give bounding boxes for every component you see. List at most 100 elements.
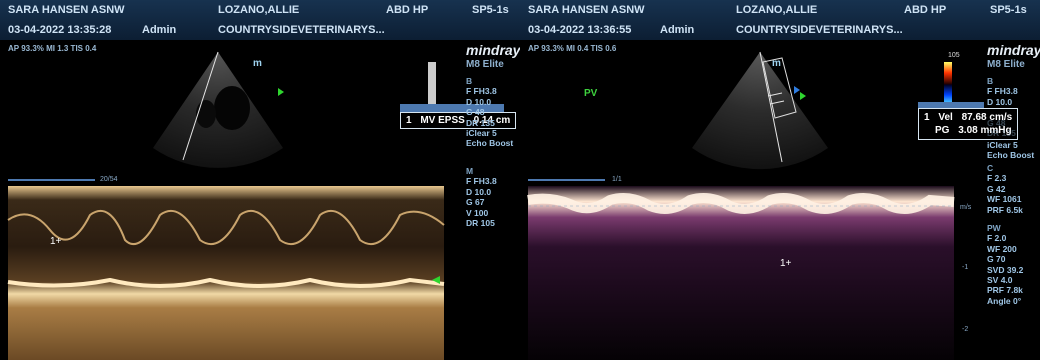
- pw-params: PW F 2.0 WF 200 G 70 SVD 39.2 SV 4.0 PRF…: [987, 223, 1023, 306]
- param-line: Echo Boost: [466, 138, 514, 149]
- timeline-marker: 1/1: [612, 176, 622, 183]
- acoustic-power-line: AP 93.3% MI 1.3 TIS 0.4: [8, 44, 97, 53]
- measurement-index: 1: [406, 115, 412, 126]
- param-line: WF 200: [987, 243, 1017, 254]
- param-line: B: [466, 76, 473, 86]
- param-line: F FH3.8: [466, 86, 497, 97]
- param-line: WF 1061: [987, 194, 1022, 205]
- param-line: Echo Boost: [987, 150, 1035, 161]
- velocity-scale-tick: -2: [962, 326, 969, 333]
- velocity-scale-unit: m/s: [960, 204, 972, 211]
- velocity-scale-tick: -1: [962, 264, 969, 271]
- doppler-spectrum: [528, 186, 954, 360]
- site-name: SARA HANSEN ASNW: [8, 4, 125, 16]
- clinic-name: COUNTRYSIDEVETERINARYS...: [736, 24, 903, 36]
- param-line: DR 105: [466, 218, 495, 229]
- orientation-marker: [800, 92, 806, 100]
- pg-label: PG: [935, 125, 950, 136]
- user-name: Admin: [660, 24, 695, 36]
- right-header: SARA HANSEN ASNW LOZANO,ALLIE ABD HP SP5…: [520, 0, 1040, 40]
- preset-label: ABD HP: [386, 4, 429, 16]
- param-line: DR 135: [987, 128, 1016, 139]
- b-mode-params: B F FH3.8 D 10.0 G 48 DR 135 iClear 5 Ec…: [466, 76, 513, 149]
- m-mode-params: M F FH3.8 D 10.0 G 67 V 100 DR 105: [466, 166, 497, 228]
- param-line: V 100: [466, 207, 489, 218]
- param-line: SVD 39.2: [987, 264, 1024, 275]
- measurement-index: 1: [924, 112, 930, 123]
- param-line: PRF 6.5k: [987, 204, 1023, 215]
- vel-label: Vel: [938, 112, 953, 123]
- param-line: F 2.0: [987, 233, 1007, 244]
- b-mode-params-obscured: G 48 DR 135: [987, 118, 1016, 139]
- param-line: G 67: [466, 197, 485, 208]
- heart-chamber: [214, 86, 250, 130]
- patient-name: LOZANO,ALLIE: [218, 4, 300, 16]
- param-line: D 10.0: [466, 186, 492, 197]
- preset-label: ABD HP: [904, 4, 947, 16]
- param-line: F FH3.8: [987, 86, 1018, 97]
- heart-chamber: [196, 100, 216, 128]
- param-line: iClear 5: [987, 140, 1018, 150]
- wall-motion-trace: [7, 277, 445, 288]
- param-line: F FH3.8: [466, 176, 497, 187]
- depth-marker-arrow: [432, 276, 440, 284]
- b-mode-params-extra: iClear 5 Echo Boost: [987, 140, 1034, 161]
- param-line: G 48: [987, 118, 1006, 128]
- sample-gate: [769, 100, 785, 105]
- color-scale-bar: [944, 62, 952, 106]
- param-line: C: [987, 163, 994, 173]
- brand-logo: mindray: [466, 42, 520, 58]
- clinic-name: COUNTRYSIDEVETERINARYS...: [218, 24, 385, 36]
- left-image-svg: m: [7, 51, 445, 360]
- mode-label: m: [253, 58, 262, 69]
- param-line: M: [466, 166, 474, 176]
- m-mode-trace: [8, 186, 444, 360]
- measurement-bar: [400, 104, 504, 112]
- left-panel-mmode: SARA HANSEN ASNW LOZANO,ALLIE ABD HP SP5…: [0, 0, 520, 360]
- param-line: DR 135: [466, 117, 495, 128]
- site-name: SARA HANSEN ASNW: [528, 4, 645, 16]
- sample-gate: [767, 92, 783, 97]
- param-line: iClear 5: [466, 128, 497, 139]
- pg-value: 3.08 mmHg: [958, 125, 1012, 136]
- exam-datetime: 03-04-2022 13:36:55: [528, 24, 632, 36]
- patient-name: LOZANO,ALLIE: [736, 4, 818, 16]
- vel-value: 87.68 cm/s: [961, 112, 1013, 123]
- param-line: Angle 0°: [987, 295, 1022, 306]
- measurement-label: MV EPSS: [420, 115, 465, 126]
- grayscale-bar: [428, 62, 436, 104]
- left-header: SARA HANSEN ASNW LOZANO,ALLIE ABD HP SP5…: [0, 0, 520, 40]
- measurement-value: 0.14 cm: [473, 115, 511, 126]
- pv-label: PV: [584, 88, 598, 99]
- param-line: B: [987, 76, 994, 86]
- b-mode-sector: [692, 52, 828, 170]
- model-name: M8 Elite: [987, 59, 1025, 70]
- exam-datetime: 03-04-2022 13:35:28: [8, 24, 112, 36]
- timeline-marker: 20/54: [100, 176, 118, 183]
- param-line: G 42: [987, 183, 1006, 194]
- param-line: D 10.0: [987, 96, 1013, 107]
- probe-label: SP5-1s: [472, 4, 509, 16]
- right-panel-doppler: SARA HANSEN ASNW LOZANO,ALLIE ABD HP SP5…: [520, 0, 1040, 360]
- right-image-svg: m: [527, 51, 955, 360]
- acoustic-power-line: AP 93.3% MI 0.4 TIS 0.6: [528, 44, 617, 53]
- brand-logo: mindray: [987, 42, 1040, 58]
- param-line: D 10.0: [466, 96, 492, 107]
- user-name: Admin: [142, 24, 177, 36]
- b-mode-params: B F FH3.8 D 10.0: [987, 76, 1018, 107]
- measurement-cursor: 1+: [50, 236, 62, 247]
- color-params: C F 2.3 G 42 WF 1061 PRF 6.5k: [987, 163, 1023, 215]
- measurement-cursor: 1+: [780, 258, 792, 269]
- measurement-box: 1 Vel 87.68 cm/s PG 3.08 mmHg: [918, 108, 1019, 140]
- param-line: G 70: [987, 254, 1006, 265]
- measurement-bar: [918, 102, 984, 110]
- color-scale-top: 105: [948, 52, 960, 59]
- orientation-marker: [278, 88, 284, 96]
- model-name: M8 Elite: [466, 59, 504, 70]
- orientation-marker: [794, 86, 800, 94]
- param-line: F 2.3: [987, 173, 1007, 184]
- m-line-cursor: [182, 51, 219, 161]
- param-line: PRF 7.8k: [987, 285, 1023, 296]
- param-line: G 48: [466, 107, 485, 118]
